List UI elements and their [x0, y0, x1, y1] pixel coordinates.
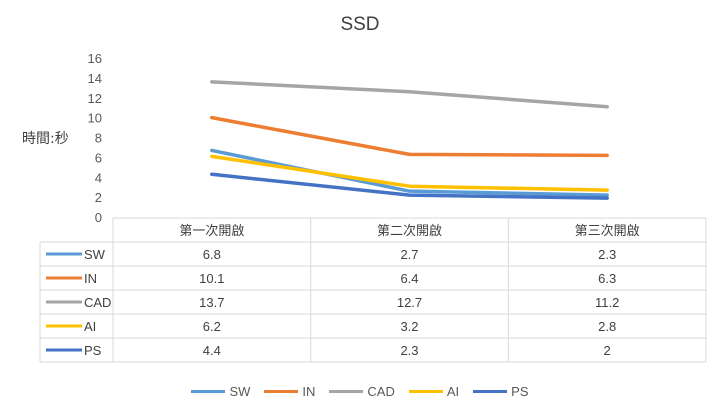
series-line-cad [210, 80, 609, 109]
y-axis-label: 時間:秒 [22, 131, 69, 147]
series-line-ai [210, 154, 609, 192]
table-cell-value: 3.2 [400, 319, 418, 334]
legend-label: PS [511, 384, 529, 399]
y-tick-label: 6 [95, 150, 102, 165]
table-cell-value: 4.4 [203, 343, 221, 358]
legend-item: SW [191, 384, 250, 399]
table-cell-value: 2 [604, 343, 611, 358]
legend-item: CAD [329, 384, 395, 399]
legend-key [264, 390, 299, 393]
series-line-in [210, 115, 609, 158]
table-cell-value: 6.2 [203, 319, 221, 334]
series-line-sw [210, 148, 609, 197]
table-series-label: CAD [84, 295, 111, 310]
category-label: 第三次開啟 [575, 223, 640, 239]
table-cell-value: 2.7 [400, 247, 418, 262]
legend-item: IN [264, 384, 315, 399]
table-cell-value: 10.1 [199, 271, 224, 286]
legend-item: PS [473, 384, 529, 399]
legend-label: SW [229, 384, 251, 399]
table-cell-value: 2.8 [598, 319, 616, 334]
legend-label: CAD [367, 384, 395, 399]
table-cell-value: 2.3 [598, 247, 616, 262]
legend-key [329, 390, 364, 393]
table-series-label: AI [84, 319, 96, 334]
series-line-ps [210, 172, 609, 200]
chart-title: SSD [340, 14, 379, 35]
table-cell-value: 6.8 [203, 247, 221, 262]
table-cell-value: 6.4 [400, 271, 418, 286]
category-label: 第一次開啟 [179, 223, 244, 239]
legend-key [408, 390, 443, 393]
table-cell-value: 12.7 [397, 295, 422, 310]
y-tick-label: 2 [95, 190, 102, 205]
legend-key [191, 390, 226, 393]
table-cell-value: 13.7 [199, 295, 224, 310]
y-tick-label: 14 [88, 71, 102, 86]
y-tick-label: 0 [95, 210, 102, 225]
y-tick-label: 8 [95, 131, 102, 146]
table-series-label: PS [84, 343, 102, 358]
table-cell-value: 2.3 [400, 343, 418, 358]
table-series-label: IN [84, 271, 97, 286]
table-cell-value: 6.3 [598, 271, 616, 286]
legend-key [473, 390, 508, 393]
y-tick-label: 12 [88, 91, 102, 106]
table-series-label: SW [84, 247, 106, 262]
chart-legend: SW IN CAD AI PS [0, 384, 720, 399]
legend-label: IN [302, 384, 316, 399]
y-tick-label: 16 [88, 51, 102, 66]
table-cell-value: 11.2 [595, 295, 619, 310]
legend-label: AI [446, 384, 460, 399]
y-tick-label: 4 [95, 170, 102, 185]
category-label: 第二次開啟 [377, 223, 442, 239]
y-tick-label: 10 [88, 111, 102, 126]
legend-item: AI [408, 384, 460, 399]
